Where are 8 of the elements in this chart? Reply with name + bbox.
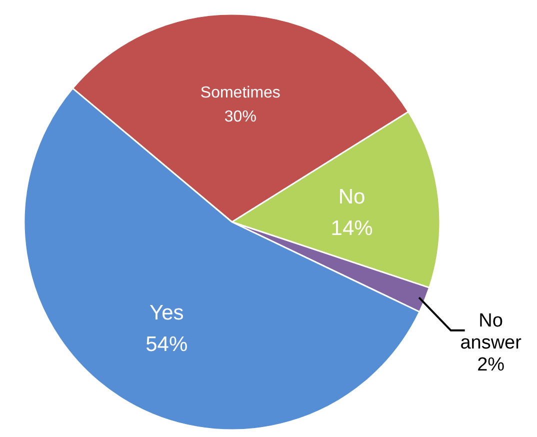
data-label: 2%: [477, 354, 505, 376]
data-label: 54%: [146, 332, 188, 356]
data-label: 30%: [224, 108, 256, 126]
slice-label: Sometimes: [200, 84, 280, 102]
slice-label: No: [338, 186, 366, 209]
data-label: 14%: [330, 217, 373, 240]
slice-label: No answer: [460, 310, 522, 354]
slice-label: Yes: [150, 301, 184, 324]
